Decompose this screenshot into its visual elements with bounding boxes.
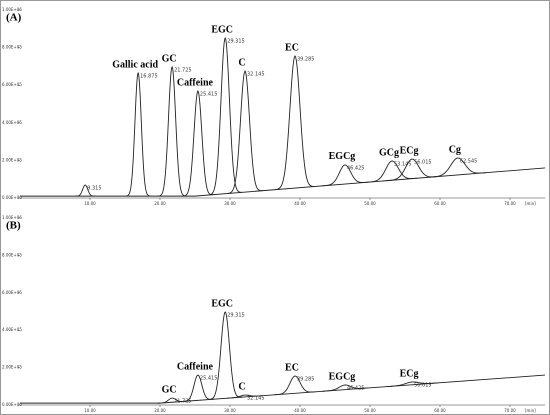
peak-name: EGC [211,24,233,35]
peak-name: Gallic acid [112,59,158,70]
retention-time: 29.315 [227,39,245,45]
peak [227,394,263,399]
peak [429,157,486,178]
peak-name: EGCg [329,371,356,382]
retention-time: 56.015 [414,160,432,166]
peak-name: ECg [400,368,419,379]
retention-time: 46.425 [347,165,365,171]
peak-name: ECg [400,145,419,156]
retention-time: 25.415 [200,92,218,98]
retention-time: 53.145 [394,161,412,167]
y-tick-label: 6.00E+05 [2,82,22,87]
peak-name: EGCg [329,151,356,162]
peak-name: Cg [449,144,461,155]
y-tick-label: 0.00E+00 [2,402,22,407]
peak [367,160,417,183]
retention-time: 32.145 [247,72,265,78]
peak [274,55,316,191]
panel-label: (B) [6,220,21,232]
retention-time: 9.315 [87,186,101,192]
retention-time: 32.145 [247,396,265,402]
peak [182,90,214,197]
peak [182,374,214,402]
peak [274,375,316,396]
x-tick-label: 30.00 [224,408,236,413]
peak-name: Caffeine [177,77,214,88]
retention-time: 16.875 [140,73,158,79]
y-tick-label: 2.00E+05 [2,365,22,370]
peak-name: C [238,381,245,392]
retention-time: 29.315 [227,313,245,319]
retention-time: 46.425 [347,385,365,391]
x-unit: [min] [525,201,536,206]
x-unit: [min] [525,408,536,413]
retention-time: 56.015 [414,382,432,388]
peak [157,397,187,404]
retention-time: 39.285 [297,57,315,63]
x-tick-label: 50.00 [364,408,376,413]
peak-name: GC [162,53,177,64]
retention-time: 25.415 [200,376,218,382]
x-tick-label: 20.00 [154,408,166,413]
retention-time: 62.545 [460,158,478,164]
peak-name: C [238,57,245,68]
peak [322,384,368,392]
y-tick-label: 2.00E+05 [2,157,22,162]
peak-name: GCg [379,147,399,158]
peak-name: EC [285,42,299,53]
x-tick-label: 40.00 [294,201,306,206]
retention-time: 39.285 [297,377,315,383]
peak [125,71,151,197]
x-tick-label: 70.00 [504,201,516,206]
peak-name: GC [162,384,177,395]
y-tick-label: 6.00E+05 [2,290,22,295]
peak [227,70,263,194]
peak [157,65,187,197]
y-tick-label: 8.00E+05 [2,252,22,257]
x-tick-label: 60.00 [434,201,446,206]
peak [386,381,438,388]
y-tick-label: 4.00E+05 [2,120,22,125]
y-tick-label: 0.00E+00 [2,195,22,200]
peak [75,184,96,197]
retention-time: 21.725 [174,67,192,73]
x-tick-label: 70.00 [504,408,516,413]
panel-label: (A) [6,12,22,24]
peak [322,164,368,187]
x-tick-label: 10.00 [84,201,96,206]
x-tick-label: 20.00 [154,201,166,206]
peak [208,36,243,196]
x-tick-label: 60.00 [434,408,446,413]
y-tick-label: 8.00E+05 [2,45,22,50]
peak-name: EGC [211,298,233,309]
peak-name: Caffeine [177,361,214,372]
y-tick-label: 1.00E+06 [2,215,22,220]
y-tick-label: 4.00E+05 [2,327,22,332]
x-tick-label: 50.00 [364,201,376,206]
x-tick-label: 30.00 [224,201,236,206]
x-tick-label: 10.00 [84,408,96,413]
y-tick-label: 1.00E+06 [2,7,22,12]
x-tick-label: 40.00 [294,408,306,413]
peak [208,311,243,401]
peak-name: EC [285,362,299,373]
peak [386,158,438,182]
